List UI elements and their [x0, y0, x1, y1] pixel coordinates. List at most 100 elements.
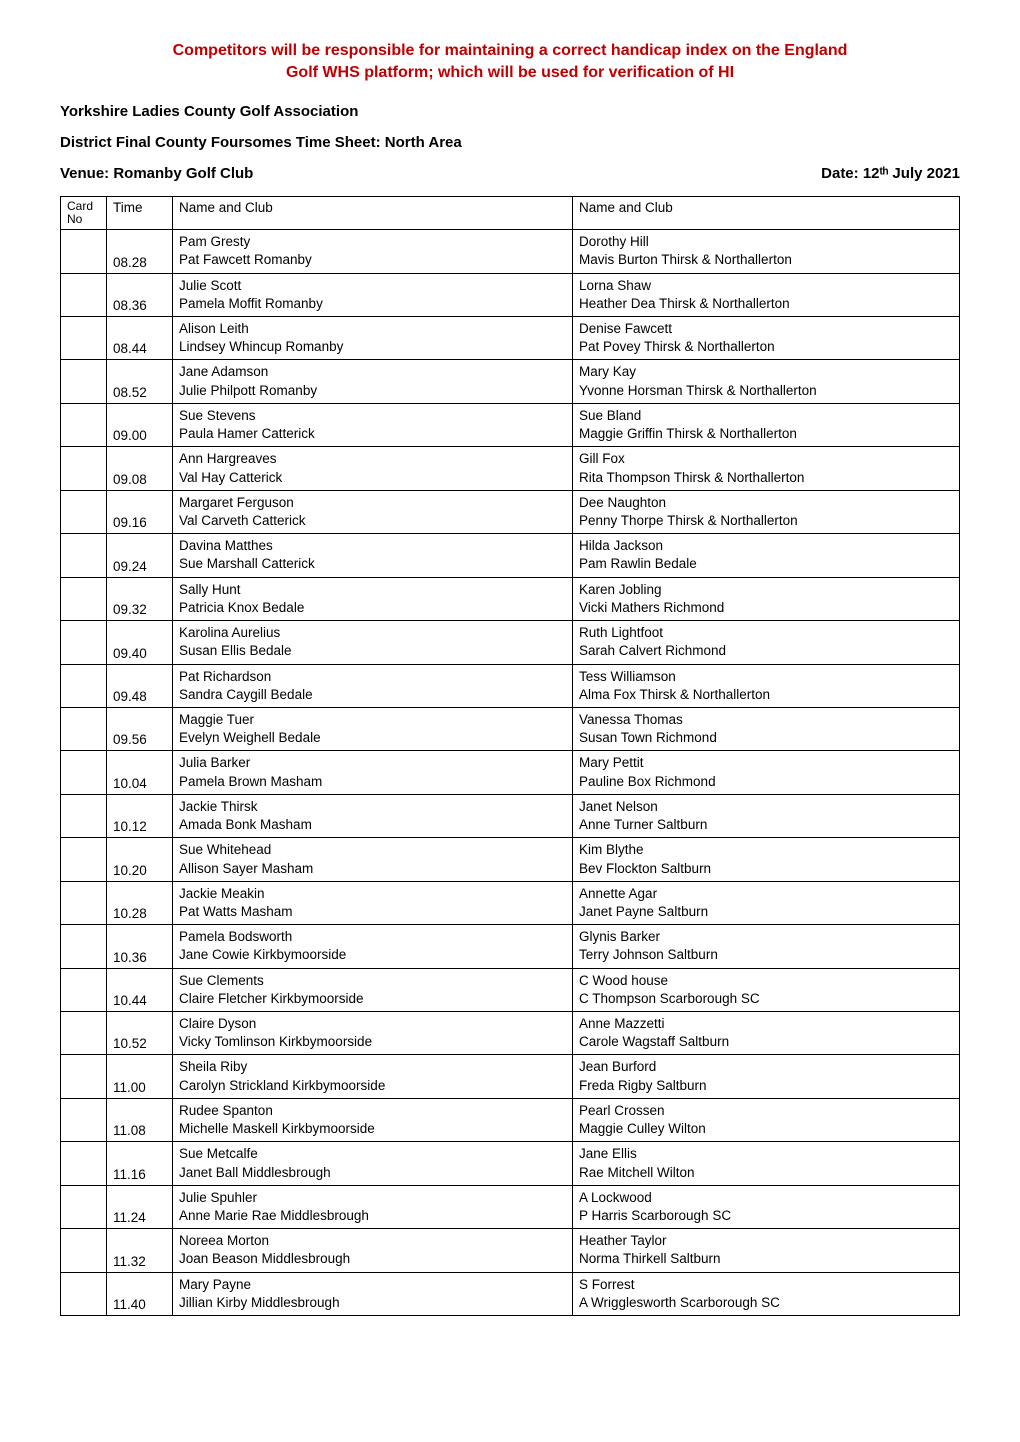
player-name: Janet Ball Middlesbrough — [179, 1165, 331, 1180]
player-name: Glynis Barker — [579, 929, 660, 944]
col-header-time: Time — [107, 196, 173, 229]
card-header-line1: Card — [67, 199, 93, 213]
cell-time: 09.32 — [107, 577, 173, 620]
cell-pair-left: Sally Hunt Patricia Knox Bedale — [173, 577, 573, 620]
cell-card — [61, 1229, 107, 1272]
cell-card — [61, 621, 107, 664]
player-name: Mary Kay — [579, 364, 636, 379]
cell-card — [61, 707, 107, 750]
cell-card — [61, 925, 107, 968]
table-row: 09.08Ann HargreavesVal Hay CatterickGill… — [61, 447, 960, 490]
player-name: Michelle Maskell Kirkbymoorside — [179, 1121, 375, 1136]
player-name: Pat Watts Masham — [179, 904, 293, 919]
player-name: Rita Thompson Thirsk & Northallerton — [579, 470, 804, 485]
table-row: 11.32 Noreea Morton Joan Beason Middlesbro… — [61, 1229, 960, 1272]
table-row: 11.08Rudee SpantonMichelle Maskell Kirkb… — [61, 1098, 960, 1141]
player-name: Jean Burford — [579, 1059, 656, 1074]
player-name: Jane Ellis — [579, 1146, 637, 1161]
player-name: Julie Scott — [179, 278, 241, 293]
player-name: Annette Agar — [579, 886, 657, 901]
cell-card — [61, 1055, 107, 1098]
player-name: Penny Thorpe Thirsk & Northallerton — [579, 513, 798, 528]
player-name: Patricia Knox Bedale — [179, 600, 304, 615]
player-name: Sally Hunt — [179, 582, 241, 597]
player-name: Noreea Morton — [179, 1233, 269, 1248]
player-name: Pamela Brown Masham — [179, 774, 322, 789]
subtitle: District Final County Foursomes Time She… — [60, 134, 960, 151]
cell-pair-left: Pam GrestyPat Fawcett Romanby — [173, 230, 573, 273]
cell-pair-left: Julia BarkerPamela Brown Masham — [173, 751, 573, 794]
player-name: Pamela Bodsworth — [179, 929, 292, 944]
cell-card — [61, 1012, 107, 1055]
table-row: 09.24Davina MatthesSue Marshall Catteric… — [61, 534, 960, 577]
cell-pair-right: Lorna ShawHeather Dea Thirsk & Northalle… — [573, 273, 960, 316]
player-name: Pam Rawlin Bedale — [579, 556, 697, 571]
table-row: 10.28Jackie MeakinPat Watts MashamAnnett… — [61, 881, 960, 924]
player-name: C Thompson Scarborough SC — [579, 991, 760, 1006]
player-name: Julie Spuhler — [179, 1190, 257, 1205]
player-name: Anne Mazzetti — [579, 1016, 665, 1031]
player-name: S Forrest — [579, 1277, 635, 1292]
table-row: 11.16Sue MetcalfeJanet Ball Middlesbroug… — [61, 1142, 960, 1185]
table-row: 10.44Sue ClementsClaire Fletcher Kirkbym… — [61, 968, 960, 1011]
cell-pair-left: Maggie TuerEvelyn Weighell Bedale — [173, 707, 573, 750]
cell-pair-right: S Forrest A Wrigglesworth Scarborough SC — [573, 1272, 960, 1315]
cell-pair-left: Ann HargreavesVal Hay Catterick — [173, 447, 573, 490]
player-name: Heather Taylor — [579, 1233, 667, 1248]
col-header-name2: Name and Club — [573, 196, 960, 229]
player-name: Pat Povey Thirsk & Northallerton — [579, 339, 775, 354]
table-row: 11.40Mary PayneJillian Kirby Middlesbrou… — [61, 1272, 960, 1315]
table-row: 10.20Sue WhiteheadAllison Sayer MashamKi… — [61, 838, 960, 881]
cell-pair-left: Jane AdamsonJulie Philpott Romanby — [173, 360, 573, 403]
cell-pair-left: Mary PayneJillian Kirby Middlesbrough — [173, 1272, 573, 1315]
player-name: C Wood house — [579, 973, 668, 988]
cell-card — [61, 751, 107, 794]
venue-label: Venue: Romanby Golf Club — [60, 165, 253, 182]
cell-time: 10.44 — [107, 968, 173, 1011]
col-header-name1: Name and Club — [173, 196, 573, 229]
player-name: Claire Dyson — [179, 1016, 256, 1031]
player-name: Denise Fawcett — [579, 321, 672, 336]
player-name: A Wrigglesworth Scarborough SC — [579, 1295, 780, 1310]
table-row: 11.00Sheila RibyCarolyn Strickland Kirkb… — [61, 1055, 960, 1098]
player-name: Claire Fletcher Kirkbymoorside — [179, 991, 364, 1006]
player-name: Ruth Lightfoot — [579, 625, 663, 640]
player-name: Jackie Meakin — [179, 886, 265, 901]
cell-pair-left: Margaret FergusonVal Carveth Catterick — [173, 490, 573, 533]
player-name: Amada Bonk Masham — [179, 817, 312, 832]
cell-card — [61, 794, 107, 837]
player-name: Joan Beason Middlesbrough — [179, 1251, 350, 1266]
player-name: Sue Whitehead — [179, 842, 271, 857]
player-name: A Lockwood — [579, 1190, 652, 1205]
cell-pair-left: Pat RichardsonSandra Caygill Bedale — [173, 664, 573, 707]
player-name: Julie Philpott Romanby — [179, 383, 317, 398]
table-row: 10.12Jackie ThirskAmada Bonk MashamJanet… — [61, 794, 960, 837]
cell-time: 10.52 — [107, 1012, 173, 1055]
player-name: Anne Turner Saltburn — [579, 817, 707, 832]
cell-time: 09.48 — [107, 664, 173, 707]
player-name: Sue Bland — [579, 408, 641, 423]
player-name: Mary Payne — [179, 1277, 251, 1292]
player-name: Carolyn Strickland Kirkbymoorside — [179, 1078, 385, 1093]
cell-time: 09.56 — [107, 707, 173, 750]
player-name: Sue Metcalfe — [179, 1146, 258, 1161]
table-row: 08.36 Julie Scott Pamela Moffit Romanby Lor… — [61, 273, 960, 316]
cell-time: 11.32 — [107, 1229, 173, 1272]
cell-pair-left: Alison LeithLindsey Whincup Romanby — [173, 317, 573, 360]
cell-card — [61, 230, 107, 273]
player-name: Gill Fox — [579, 451, 625, 466]
player-name: Sue Marshall Catterick — [179, 556, 315, 571]
header-line-2: Golf WHS platform; which will be used fo… — [60, 62, 960, 84]
player-name: Pat Richardson — [179, 669, 271, 684]
cell-time: 08.36 — [107, 273, 173, 316]
player-name: Val Hay Catterick — [179, 470, 282, 485]
cell-pair-left: Jackie ThirskAmada Bonk Masham — [173, 794, 573, 837]
player-name: Pearl Crossen — [579, 1103, 665, 1118]
cell-card — [61, 360, 107, 403]
cell-pair-right: C Wood house C Thompson Scarborough SC — [573, 968, 960, 1011]
player-name: Pamela Moffit Romanby — [179, 296, 323, 311]
player-name: Pat Fawcett Romanby — [179, 252, 312, 267]
table-row: 09.48Pat RichardsonSandra Caygill Bedale… — [61, 664, 960, 707]
table-row: 10.04Julia BarkerPamela Brown MashamMary… — [61, 751, 960, 794]
table-row: 08.44Alison LeithLindsey Whincup Romanby… — [61, 317, 960, 360]
